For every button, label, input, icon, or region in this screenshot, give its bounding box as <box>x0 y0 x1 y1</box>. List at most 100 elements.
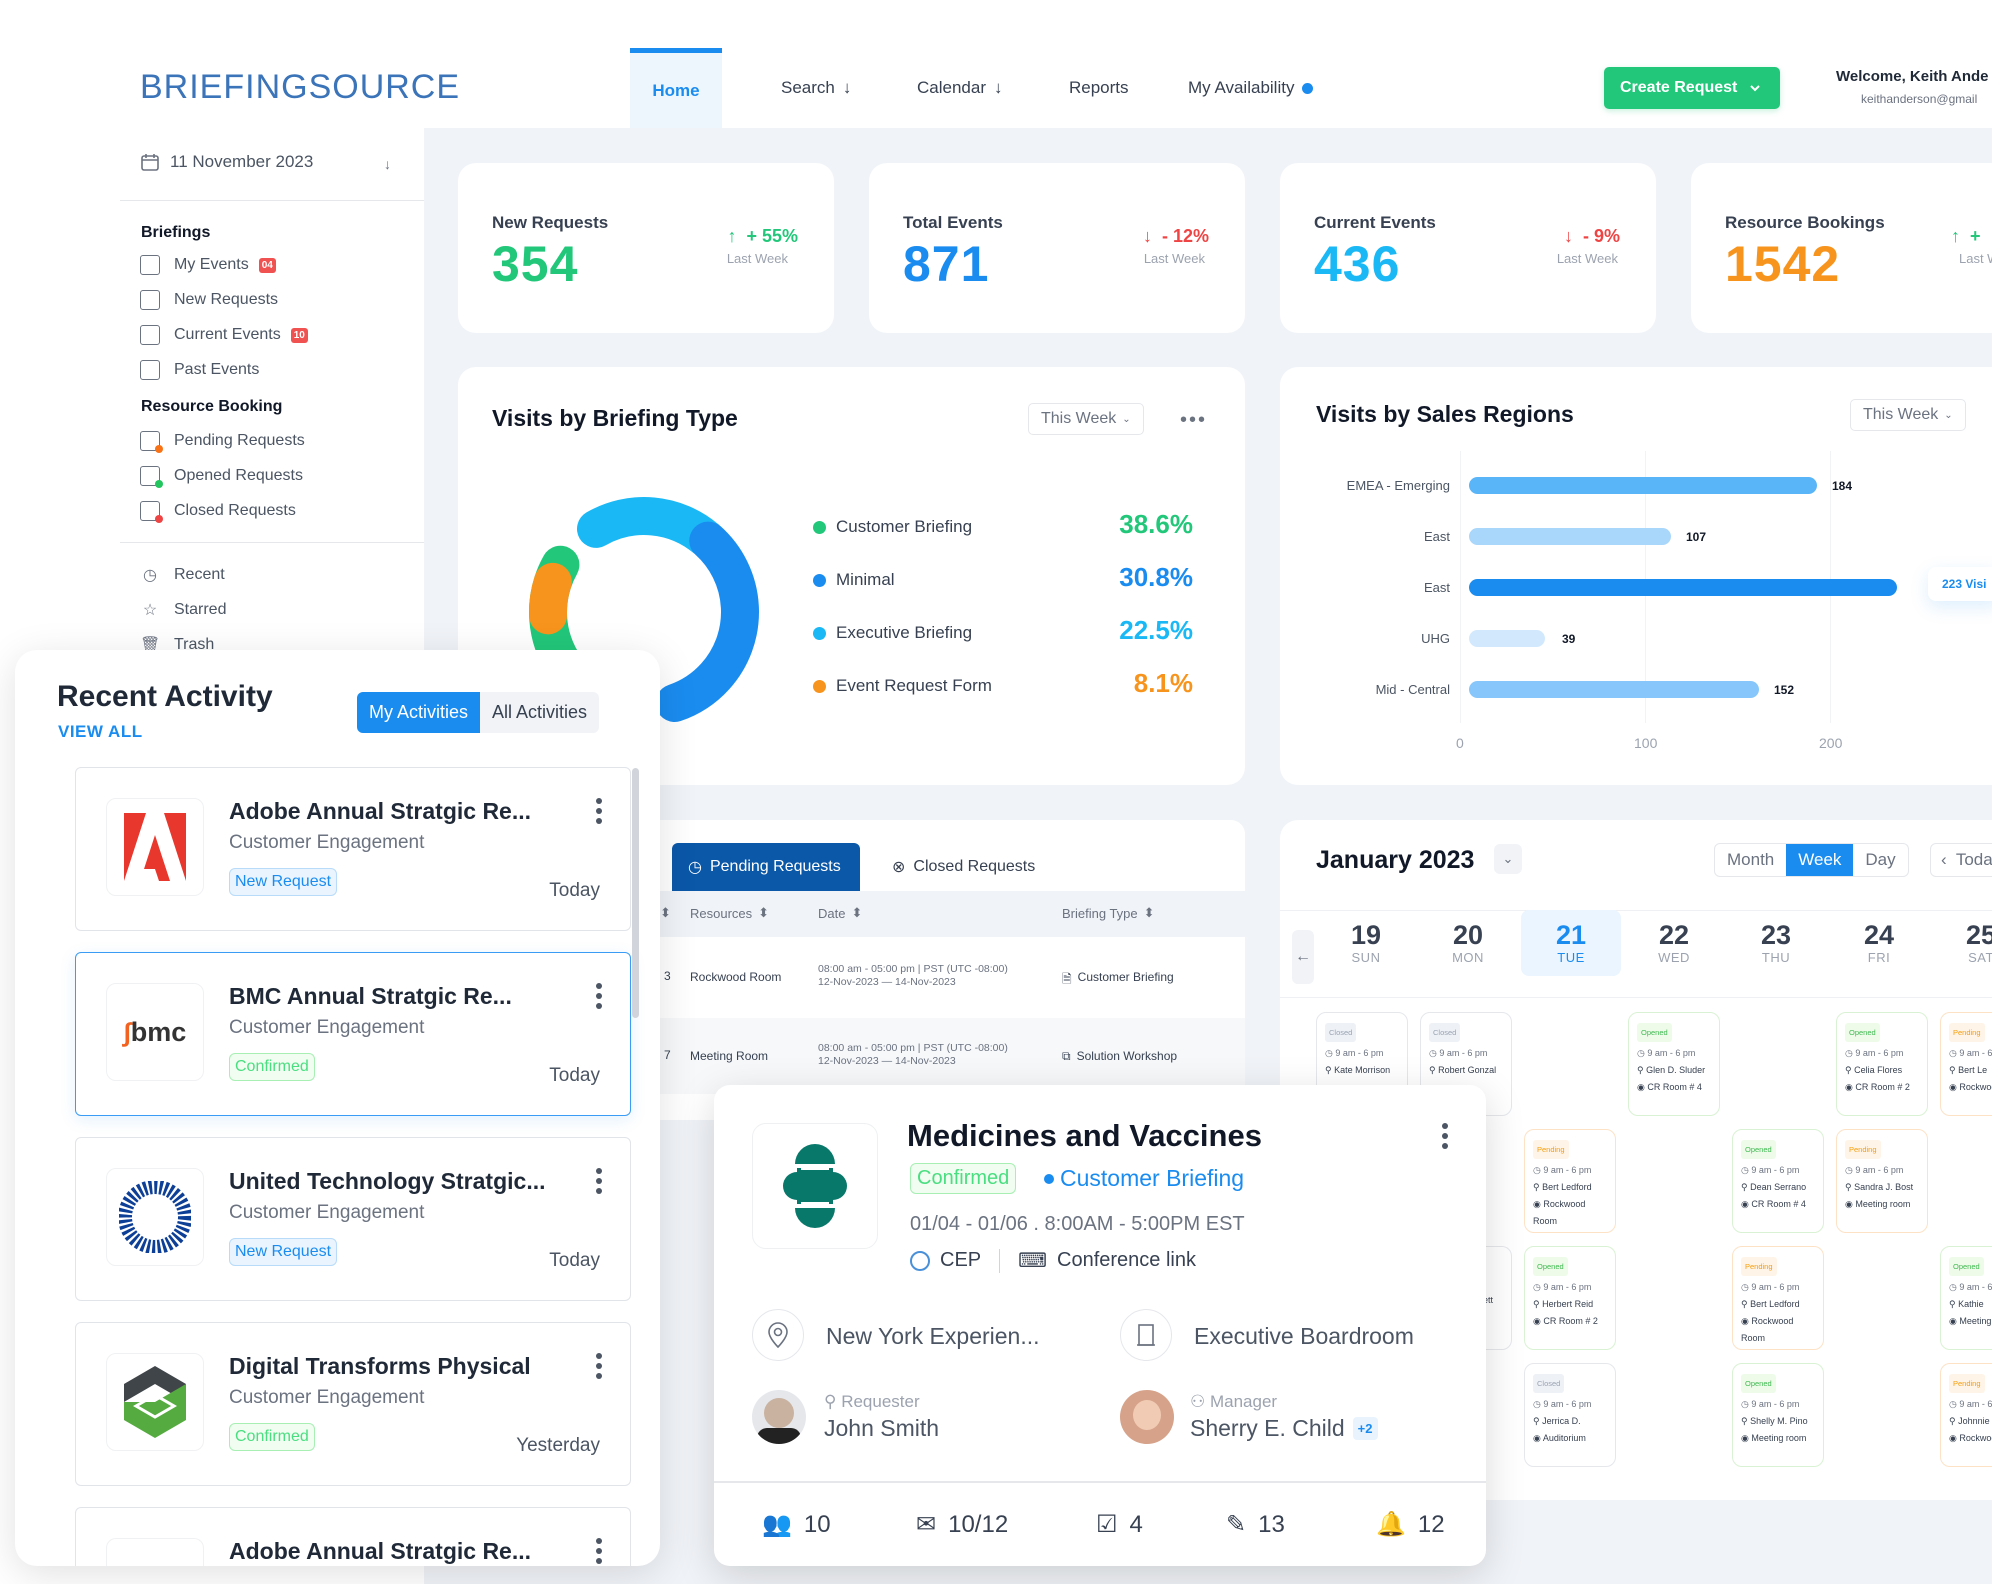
sidebar-item-current-events[interactable]: Current Events 10 <box>140 325 308 345</box>
more-vertical-icon[interactable] <box>596 1538 602 1566</box>
sidebar-item-closed-requests[interactable]: Closed Requests <box>140 501 296 523</box>
calendar-event[interactable]: Pending◷ 9 am - 6 pm⚲ Bert Le◉ Rockwoo <box>1940 1012 1992 1116</box>
nav-tab-my-availability[interactable]: My Availability <box>1188 48 1314 128</box>
type-dot-icon <box>1044 1173 1054 1184</box>
table-header <box>640 891 1245 937</box>
conference-link[interactable]: Conference link <box>1057 1249 1196 1271</box>
more-options-icon[interactable]: ••• <box>1180 409 1208 431</box>
day-tue-active[interactable]: 21 TUE <box>1521 910 1621 976</box>
day-wed[interactable]: 22 WED <box>1658 920 1690 965</box>
notes-count[interactable]: ✎ 13 <box>1226 1510 1285 1539</box>
sidebar-item-new-requests[interactable]: New Requests <box>140 290 278 310</box>
briefingsource-logo[interactable]: BRIEFINGSOURCE <box>140 68 461 106</box>
chart-title: Visits by Briefing Type <box>492 405 738 431</box>
nav-tab-calendar[interactable]: Calendar ↓ <box>917 48 1003 128</box>
sidebar-item-my-events[interactable]: My Events 04 <box>140 255 276 275</box>
more-vertical-icon[interactable] <box>596 1168 602 1198</box>
stat-card-current-events[interactable]: Current Events 436 ↓ - 9% Last Week <box>1280 163 1656 333</box>
bar-east[interactable] <box>1469 528 1671 545</box>
sidebar-item-past-events[interactable]: Past Events <box>140 360 259 380</box>
prev-week-button[interactable]: ← <box>1292 930 1314 984</box>
sidebar-item-starred[interactable]: ☆ Starred <box>140 600 227 620</box>
month-dropdown-button[interactable]: ⌄ <box>1494 844 1522 874</box>
today-button[interactable]: ‹ Toda <box>1930 843 1992 877</box>
more-vertical-icon[interactable] <box>596 798 602 828</box>
bar-east-highlight[interactable] <box>1469 579 1897 596</box>
view-month-button[interactable]: Month <box>1727 850 1775 869</box>
checklist-count[interactable]: ☑ 4 <box>1096 1510 1143 1539</box>
column-header-date[interactable]: Date ⬍ <box>818 905 863 921</box>
calendar-event[interactable]: Pending ◷ 9 am - 6 pm ⚲ Bert Ledford ◉ Rock… <box>1732 1246 1824 1350</box>
chevron-down-icon: ⌄ <box>1122 413 1131 425</box>
more-managers-badge[interactable]: +2 <box>1352 1417 1378 1440</box>
stat-card-total-events[interactable]: Total Events 871 ↓ - 12% Last Week <box>869 163 1245 333</box>
sidebar-item-recent[interactable]: ◷ Recent <box>140 565 225 585</box>
calendar-event[interactable]: Opened ◷ 9 am - 6 pm ⚲ Celia Flores ◉ CR Ro… <box>1836 1012 1928 1116</box>
nav-tab-home[interactable]: Home <box>630 48 722 128</box>
calendar-event[interactable]: Opened ◷ 9 am - 6 pm ⚲ Herbert Reid ◉ CR Ro… <box>1524 1246 1616 1350</box>
mail-count[interactable]: ✉ 10/12 <box>916 1510 1009 1539</box>
calendar-event-partial[interactable]: rett <box>1480 1246 1512 1350</box>
arrow-down-icon[interactable]: ↓ <box>384 156 391 172</box>
calendar-event[interactable]: Closed ◷ 9 am - 6 pm ⚲ Jerrica D. ◉ Auditor… <box>1524 1363 1616 1467</box>
divider <box>714 1481 1486 1483</box>
bar-mid-central[interactable] <box>1469 681 1759 698</box>
more-vertical-icon[interactable] <box>1442 1123 1448 1153</box>
activity-item[interactable]: United Technology Stratgic... Customer E… <box>75 1137 631 1301</box>
day-mon[interactable]: 20 MON <box>1452 920 1484 965</box>
date-picker[interactable]: 11 November 2023 <box>140 152 313 172</box>
day-sat[interactable]: 25 SAT <box>1965 920 1992 965</box>
tab-my-activities[interactable]: My Activities <box>357 692 481 733</box>
tab-closed-requests[interactable]: ⊗ Closed Requests <box>892 858 1036 876</box>
activity-scrollbar[interactable] <box>632 768 639 1018</box>
calendar-event[interactable]: Pending ◷ 9 am - 6 pm ⚲ Bert Ledford ◉ Rock… <box>1524 1129 1616 1233</box>
calendar-event[interactable]: Pending ◷ 9 am - 6 pm ⚲ Sandra J. Bost ◉ Me… <box>1836 1129 1928 1233</box>
nav-tab-reports[interactable]: Reports <box>1069 48 1129 128</box>
day-thu[interactable]: 23 THU <box>1760 920 1792 965</box>
activity-subtitle: Customer Engagement <box>229 1387 425 1408</box>
calendar-event[interactable]: Pending◷ 9 am - 6⚲ Johnnie◉ Rockwoo <box>1940 1363 1992 1467</box>
bar-emea-emerging[interactable] <box>1469 477 1817 494</box>
attendees-count[interactable]: 👥 10 <box>762 1510 831 1539</box>
nav-label: Reports <box>1069 78 1129 97</box>
stat-card-new-requests[interactable]: New Requests 354 ↑ + 55% Last Week <box>458 163 834 333</box>
more-vertical-icon[interactable] <box>596 983 602 1013</box>
sidebar-item-opened-requests[interactable]: Opened Requests <box>140 466 303 488</box>
day-sun[interactable]: 19 SUN <box>1350 920 1382 965</box>
activity-item[interactable]: Adobe Annual Stratgic Re... Customer Eng… <box>75 767 631 931</box>
activity-item[interactable]: Adobe Annual Stratgic Re... <box>75 1507 631 1566</box>
column-header-resources[interactable]: Resources ⬍ <box>690 905 770 921</box>
column-header-id[interactable]: ⬍ <box>660 905 671 920</box>
stat-trend: ↓ - 9% <box>1563 226 1620 246</box>
view-week-button[interactable]: Week <box>1786 844 1854 876</box>
activity-item[interactable]: Digital Transforms Physical Customer Eng… <box>75 1322 631 1486</box>
calendar-event[interactable]: Opened ◷ 9 am - 6 ⚲ Kathie ◉ Meeting <box>1940 1246 1992 1350</box>
tab-pending-requests[interactable]: ◷ Pending Requests <box>672 843 860 891</box>
period-select[interactable]: This Week ⌄ <box>1028 403 1144 435</box>
calendar-event[interactable]: Opened ◷ 9 am - 6 pm ⚲ Glen D. Sluder ◉ CR … <box>1628 1012 1720 1116</box>
period-select[interactable]: This Week ⌄ <box>1850 399 1966 431</box>
more-vertical-icon[interactable] <box>596 1353 602 1383</box>
sidebar-item-pending-requests[interactable]: Pending Requests <box>140 431 305 453</box>
view-all-link[interactable]: VIEW ALL <box>58 722 143 741</box>
activity-title: Digital Transforms Physical <box>229 1353 531 1379</box>
bar-uhg[interactable] <box>1469 630 1545 647</box>
nav-label: Calendar <box>917 78 986 97</box>
column-header-briefing-type[interactable]: Briefing Type ⬍ <box>1062 905 1155 921</box>
activity-item-selected[interactable]: ∫ bmc BMC Annual Stratgic Re... Customer … <box>75 952 631 1116</box>
view-day-button[interactable]: Day <box>1865 850 1896 869</box>
stat-card-resource-bookings[interactable]: Resource Bookings 1542 ↑ + Last W <box>1691 163 1992 333</box>
sidebar-item-label: Current Events <box>174 326 281 343</box>
sidebar-item-trash[interactable]: 🗑 Trash <box>140 635 214 655</box>
calendar-event[interactable]: Opened ◷ 9 am - 6 pm ⚲ Dean Serrano ◉ CR Ro… <box>1732 1129 1824 1233</box>
create-request-button[interactable]: Create Request <box>1604 67 1780 109</box>
notifications-count[interactable]: 🔔 12 <box>1376 1510 1445 1539</box>
nav-tab-search[interactable]: Search ↓ <box>781 48 851 128</box>
users-icon: ⚇ <box>1190 1392 1206 1411</box>
chevron-down-icon <box>1750 85 1760 92</box>
calendar-event[interactable]: Opened ◷ 9 am - 6 pm ⚲ Shelly M. Pino ◉ Mee… <box>1732 1363 1824 1467</box>
day-fri[interactable]: 24 FRI <box>1863 920 1895 965</box>
chart-title: Visits by Sales Regions <box>1316 401 1574 427</box>
availability-status-dot <box>1302 82 1314 94</box>
tab-all-activities[interactable]: All Activities <box>492 702 588 722</box>
